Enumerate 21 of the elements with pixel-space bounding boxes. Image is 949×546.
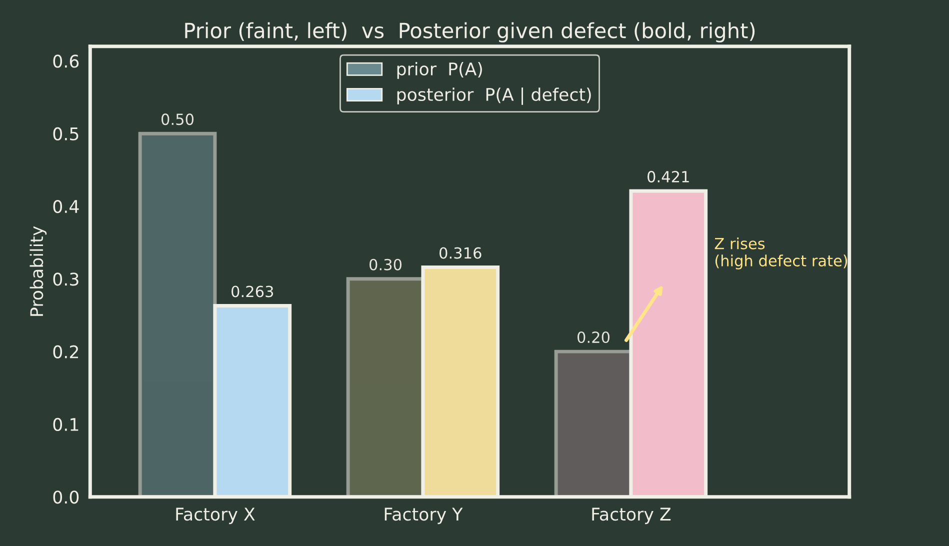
annotation: Z rises (high defect rate) <box>714 238 848 270</box>
y-tick-label: 0.0 <box>53 490 79 504</box>
y-axis-title: Probability <box>30 226 47 316</box>
y-tick-label: 0.6 <box>53 54 79 68</box>
chart-title: Prior (faint, left) vs Posterior given defect (bold, right) <box>185 22 755 42</box>
y-tick-label: 0.4 <box>53 200 79 214</box>
legend-label: posterior P(A | defect) <box>397 88 591 105</box>
y-tick-label: 0.3 <box>53 272 78 286</box>
x-tick-label: Factory X <box>176 508 255 524</box>
data-label: 0.316 <box>440 247 482 259</box>
y-tick-label: 0.1 <box>53 418 78 432</box>
y-tick-label: 0.2 <box>53 345 78 358</box>
x-tick-label: Factory Z <box>592 508 671 524</box>
data-label: 0.263 <box>232 286 274 298</box>
data-label: 0.50 <box>162 114 194 126</box>
data-label: 0.30 <box>370 258 402 270</box>
data-label: 0.20 <box>578 331 610 344</box>
legend-label: prior P(A) <box>397 62 482 79</box>
x-tick-label: Factory Y <box>384 508 463 524</box>
y-tick-label: 0.5 <box>53 127 78 140</box>
data-label: 0.421 <box>648 170 689 182</box>
